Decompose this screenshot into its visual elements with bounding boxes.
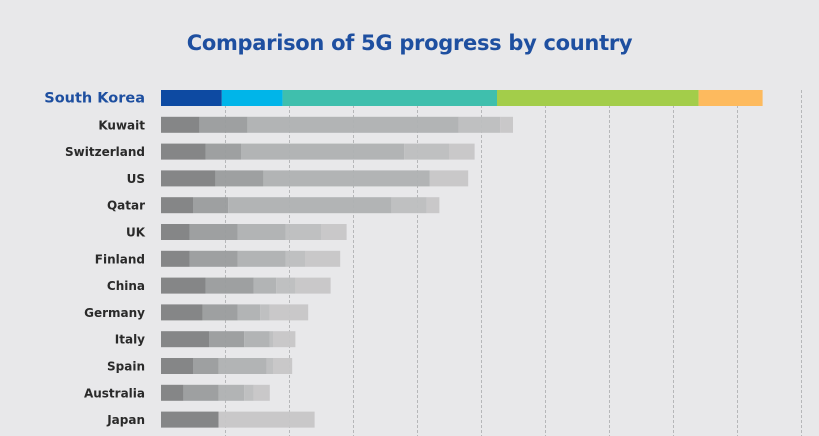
bar-segment	[404, 143, 449, 160]
bar-segment	[221, 90, 283, 106]
bar-segment	[458, 116, 501, 133]
category-label: Spain	[107, 360, 145, 374]
bar-segment	[253, 384, 270, 401]
bar-segment	[263, 170, 430, 187]
category-label: Switzerland	[65, 145, 145, 159]
bar-segment	[273, 358, 293, 374]
bar-segment	[161, 277, 206, 294]
bar-segment	[228, 197, 392, 214]
bar-segment	[161, 250, 190, 267]
category-label: Australia	[84, 386, 145, 400]
bar-segment	[218, 411, 315, 428]
bar-segment	[247, 116, 459, 133]
bar-segment	[266, 358, 273, 374]
bar-segment	[161, 304, 203, 321]
bar-segment	[285, 250, 305, 267]
bar-segment	[273, 331, 296, 348]
bar-segment	[189, 250, 238, 267]
bar-segment	[161, 90, 222, 106]
bar-segment	[161, 331, 209, 348]
bar-segment	[215, 170, 264, 187]
category-label: Kuwait	[98, 118, 145, 132]
chart-title: Comparison of 5G progress by country	[186, 31, 633, 55]
bar-segment	[241, 143, 405, 160]
bar-segment	[205, 143, 241, 160]
bar-segment	[449, 143, 475, 160]
category-label: Germany	[84, 306, 145, 320]
bar-segment	[497, 90, 699, 106]
bar-segment	[218, 358, 267, 374]
bar-segment	[161, 116, 200, 133]
bar-segment	[321, 224, 347, 240]
bar-segment	[269, 331, 273, 348]
bar-segment	[429, 170, 469, 187]
bar-segment	[237, 304, 261, 321]
bar-segment	[161, 143, 206, 160]
bar-segment	[500, 116, 513, 133]
bar-segment	[209, 331, 245, 348]
bar-segment	[161, 411, 219, 428]
bar-segment	[161, 197, 193, 214]
bar-segment	[237, 250, 286, 267]
bar-segment	[161, 170, 216, 187]
category-label: China	[107, 279, 145, 293]
bar-segment	[305, 250, 341, 267]
category-label: Qatar	[107, 199, 145, 213]
category-label: US	[127, 172, 145, 186]
bars	[161, 90, 763, 428]
bar-segment	[202, 304, 238, 321]
bar-segment	[276, 277, 296, 294]
category-label: Japan	[106, 413, 145, 427]
bar-segment	[161, 358, 193, 374]
bar-segment	[161, 384, 184, 401]
bar-segment	[193, 358, 219, 374]
category-label: Italy	[115, 333, 145, 347]
bar-segment	[244, 384, 254, 401]
bar-segment	[183, 384, 219, 401]
bar-segment	[237, 224, 286, 240]
bar-segment	[269, 304, 309, 321]
bar-segment	[244, 331, 270, 348]
bar-segment	[698, 90, 763, 106]
category-labels: South Korea Kuwait Switzerland US Qatar UK Fin…	[44, 91, 145, 428]
category-label: Finland	[95, 252, 145, 266]
bar-segment	[260, 304, 270, 321]
bar-segment	[189, 224, 238, 240]
category-label: UK	[126, 226, 146, 240]
bar-segment	[391, 197, 427, 214]
bar-segment	[295, 277, 331, 294]
bar-segment	[193, 197, 229, 214]
bar-segment	[205, 277, 254, 294]
category-label: South Korea	[44, 91, 145, 107]
bar-segment	[282, 90, 497, 106]
bar-segment	[253, 277, 277, 294]
bar-segment	[161, 224, 190, 240]
bar-segment	[285, 224, 321, 240]
bar-segment	[426, 197, 440, 214]
bar-segment	[218, 384, 245, 401]
bar-segment	[199, 116, 248, 133]
